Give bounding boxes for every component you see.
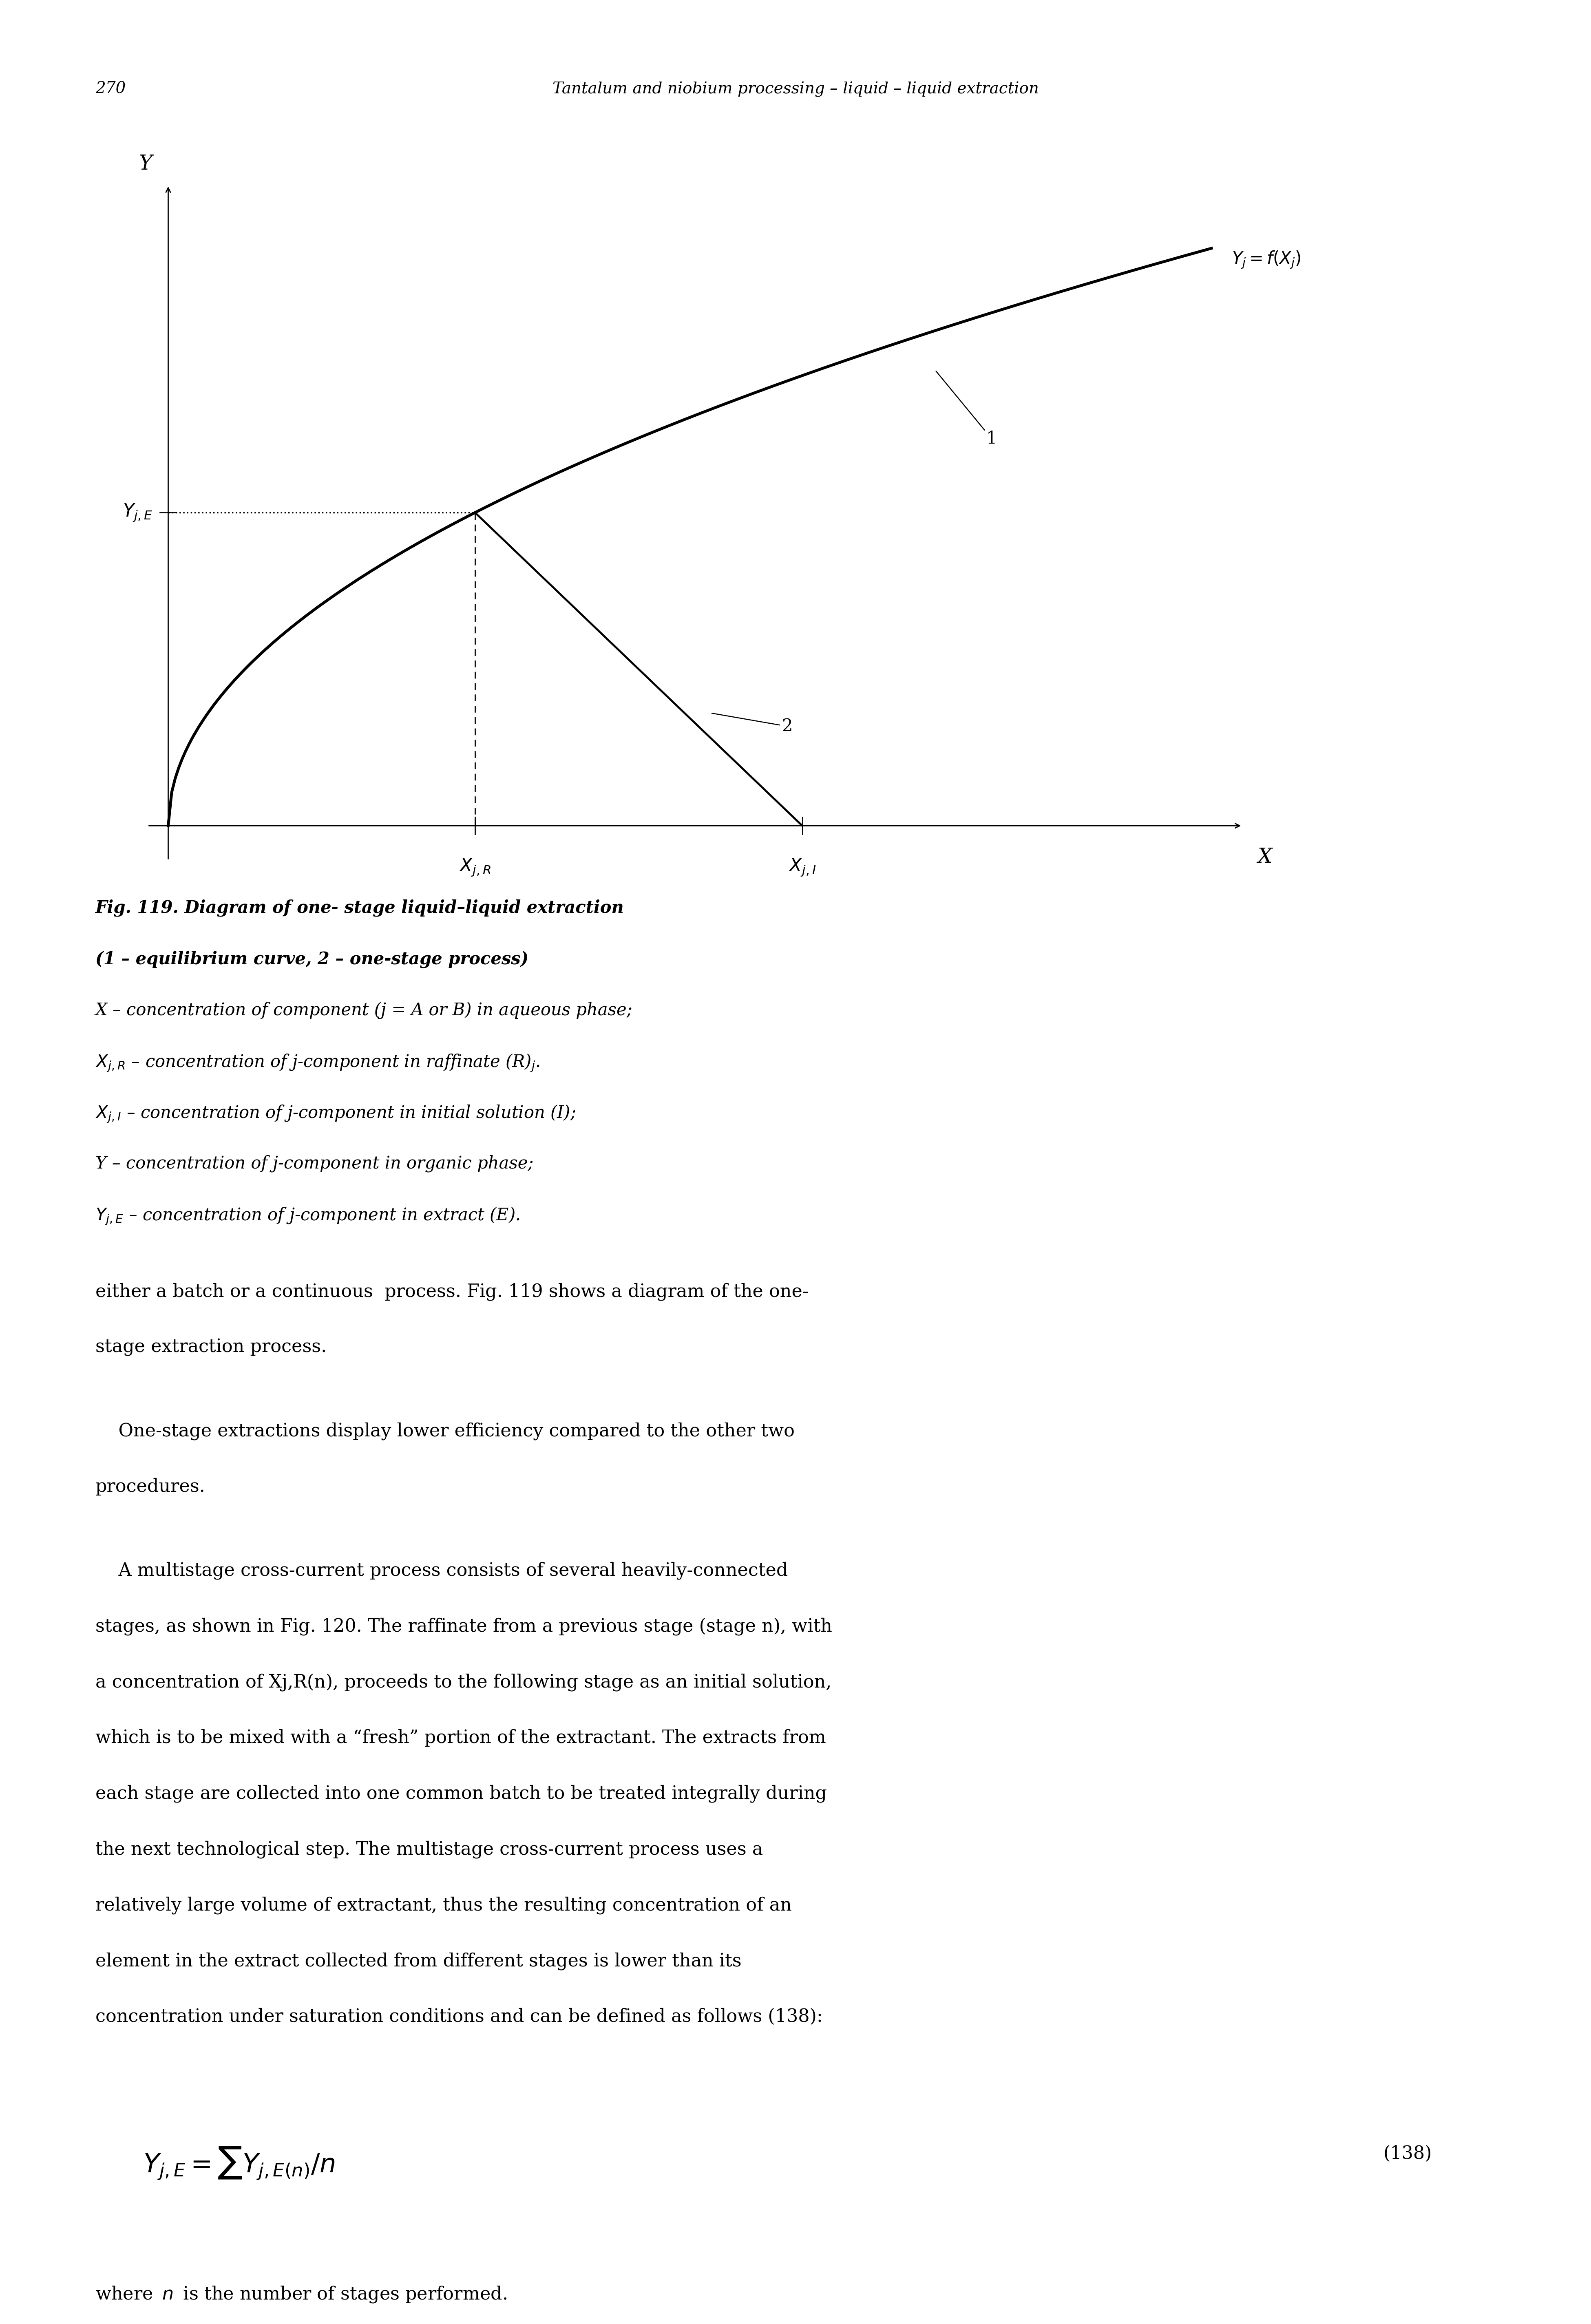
Text: either a batch or a continuous  process. Fig. 119 shows a diagram of the one-: either a batch or a continuous process. … — [95, 1283, 808, 1301]
Text: relatively large volume of extractant, thus the resulting concentration of an: relatively large volume of extractant, t… — [95, 1896, 792, 1915]
Text: Tantalum and niobium processing – liquid – liquid extraction: Tantalum and niobium processing – liquid… — [552, 81, 1039, 98]
Text: 270: 270 — [95, 81, 126, 95]
Text: procedures.: procedures. — [95, 1478, 205, 1497]
Text: $X_{j,I}$: $X_{j,I}$ — [789, 858, 816, 878]
Text: $X_{j,R}$ – concentration of j-component in raffinate (R)⁠$_j$.: $X_{j,R}$ – concentration of j-component… — [95, 1053, 539, 1074]
Text: (1 – equilibrium curve, 2 – one-stage process): (1 – equilibrium curve, 2 – one-stage pr… — [95, 951, 528, 967]
Text: $Y_{j,E} = \sum Y_{j,E(n)}/n$: $Y_{j,E} = \sum Y_{j,E(n)}/n$ — [143, 2145, 336, 2182]
Text: stages, as shown in Fig. 120. The raffinate from a previous stage (stage ⁠⁠n), w: stages, as shown in Fig. 120. The raffin… — [95, 1618, 832, 1636]
Text: One-stage extractions display lower efficiency compared to the other two: One-stage extractions display lower effi… — [95, 1422, 796, 1441]
Text: Fig. 119. Diagram of one- stage liquid–liquid extraction: Fig. 119. Diagram of one- stage liquid–l… — [95, 899, 624, 916]
Text: a concentration of X⁠j,R(n), proceeds to the following stage as an initial solut: a concentration of X⁠j,R(n), proceeds to… — [95, 1673, 832, 1692]
Text: (138): (138) — [1383, 2145, 1432, 2164]
Text: each stage are collected into one common batch to be treated integrally during: each stage are collected into one common… — [95, 1785, 827, 1803]
Text: 2: 2 — [711, 713, 792, 734]
Text: element in the extract collected from different stages is lower than its: element in the extract collected from di… — [95, 1952, 741, 1971]
Text: $Y_{j,E}$ – concentration of j-component in extract (E).: $Y_{j,E}$ – concentration of j-component… — [95, 1206, 520, 1227]
Text: X – concentration of component (j = A or B) in aqueous phase;: X – concentration of component (j = A or… — [95, 1002, 633, 1018]
Text: $X_{j,R}$: $X_{j,R}$ — [460, 858, 492, 878]
Text: the next technological step. The multistage cross-current process uses a: the next technological step. The multist… — [95, 1841, 764, 1859]
Text: $X_{j,I}$ – concentration of j-component in initial solution (I);: $X_{j,I}$ – concentration of j-component… — [95, 1104, 576, 1125]
Text: X: X — [1257, 848, 1271, 867]
Text: concentration under saturation conditions and can be defined as follows (138):: concentration under saturation condition… — [95, 2008, 823, 2027]
Text: $Y_j = f(X_j)$: $Y_j = f(X_j)$ — [1231, 249, 1301, 270]
Text: where  $n$  is the number of stages performed.: where $n$ is the number of stages perfor… — [95, 2284, 508, 2303]
Text: which is to be mixed with a “fresh” portion of the extractant. The extracts from: which is to be mixed with a “fresh” port… — [95, 1729, 826, 1748]
Text: $Y_{j,E}$: $Y_{j,E}$ — [123, 502, 153, 523]
Text: Y – concentration of j-component in organic phase;: Y – concentration of j-component in orga… — [95, 1155, 533, 1171]
Text: Y: Y — [138, 153, 153, 174]
Text: stage extraction process.: stage extraction process. — [95, 1339, 326, 1357]
Text: A multistage cross-current process consists of several heavily-connected: A multistage cross-current process consi… — [95, 1562, 788, 1580]
Text: 1: 1 — [936, 372, 998, 449]
